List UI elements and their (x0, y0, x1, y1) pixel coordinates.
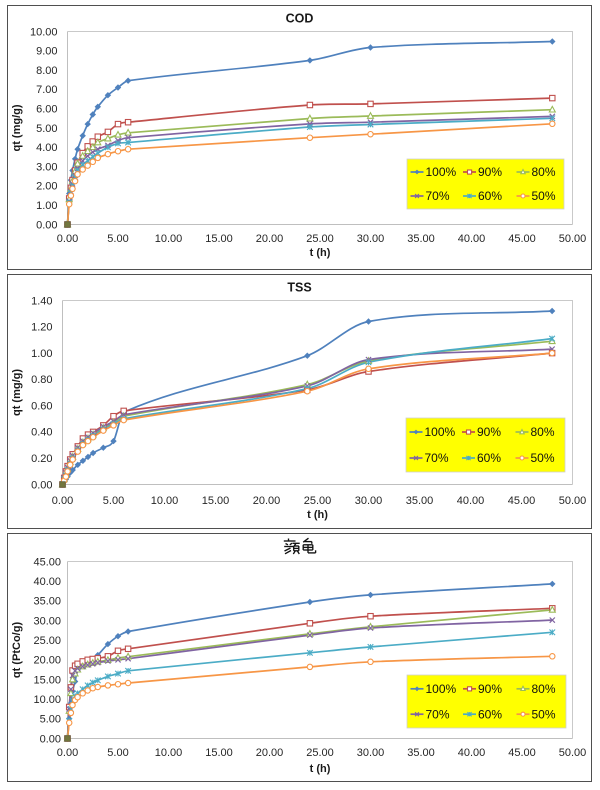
svg-text:10.00: 10.00 (151, 495, 179, 507)
svg-text:30.00: 30.00 (355, 495, 383, 507)
svg-text:10.00: 10.00 (155, 233, 183, 245)
svg-text:40.00: 40.00 (457, 495, 485, 507)
svg-text:5.00: 5.00 (103, 495, 124, 507)
svg-text:80%: 80% (532, 682, 556, 696)
svg-text:60%: 60% (478, 707, 502, 721)
svg-text:45.00: 45.00 (508, 233, 536, 245)
svg-text:15.00: 15.00 (33, 674, 61, 686)
svg-text:30.00: 30.00 (357, 233, 385, 245)
svg-text:40.00: 40.00 (458, 233, 486, 245)
svg-text:10.00: 10.00 (155, 747, 183, 759)
svg-text:45.00: 45.00 (33, 556, 61, 568)
svg-text:7.00: 7.00 (36, 84, 57, 96)
svg-text:qt (mg/g): qt (mg/g) (11, 369, 23, 416)
svg-text:0.40: 0.40 (31, 427, 52, 439)
svg-text:25.00: 25.00 (304, 495, 332, 507)
svg-text:50.00: 50.00 (559, 747, 587, 759)
svg-text:0.60: 0.60 (31, 400, 52, 412)
svg-text:TSS: TSS (287, 281, 311, 295)
svg-text:0.20: 0.20 (31, 453, 52, 465)
svg-text:25.00: 25.00 (306, 233, 334, 245)
svg-text:35.00: 35.00 (407, 747, 435, 759)
svg-text:1.20: 1.20 (31, 322, 52, 334)
svg-text:15.00: 15.00 (202, 495, 230, 507)
svg-text:10.00: 10.00 (33, 694, 61, 706)
svg-text:45.00: 45.00 (508, 747, 536, 759)
svg-text:0.00: 0.00 (57, 747, 78, 759)
svg-text:50.00: 50.00 (559, 495, 587, 507)
svg-text:60%: 60% (478, 189, 502, 203)
svg-text:2.00: 2.00 (36, 181, 57, 193)
svg-text:0.80: 0.80 (31, 374, 52, 386)
svg-text:70%: 70% (425, 451, 449, 465)
svg-text:25.00: 25.00 (306, 747, 334, 759)
svg-text:5.00: 5.00 (107, 747, 128, 759)
svg-text:t (h): t (h) (310, 763, 331, 775)
svg-text:50.00: 50.00 (559, 233, 587, 245)
svg-text:80%: 80% (532, 165, 556, 179)
svg-text:1.00: 1.00 (31, 348, 52, 360)
svg-text:10.00: 10.00 (30, 26, 58, 38)
svg-text:45.00: 45.00 (508, 495, 536, 507)
svg-text:0.00: 0.00 (52, 495, 73, 507)
svg-text:9.00: 9.00 (36, 46, 57, 58)
svg-text:50%: 50% (532, 189, 556, 203)
svg-text:20.00: 20.00 (253, 495, 281, 507)
svg-text:60%: 60% (477, 451, 501, 465)
svg-text:1.40: 1.40 (31, 295, 52, 307)
svg-text:50%: 50% (532, 707, 556, 721)
svg-text:0.00: 0.00 (36, 219, 57, 231)
svg-text:0.00: 0.00 (31, 479, 52, 491)
svg-text:6.00: 6.00 (36, 104, 57, 116)
svg-text:40.00: 40.00 (33, 576, 61, 588)
svg-text:5.00: 5.00 (36, 123, 57, 135)
svg-text:100%: 100% (425, 425, 456, 439)
svg-text:t (h): t (h) (307, 509, 328, 521)
svg-text:35.00: 35.00 (406, 495, 434, 507)
svg-text:100%: 100% (426, 682, 457, 696)
svg-text:80%: 80% (531, 425, 555, 439)
svg-text:qt (mg/g): qt (mg/g) (11, 104, 23, 151)
svg-text:50%: 50% (531, 451, 555, 465)
svg-text:qt (PtCo/g): qt (PtCo/g) (11, 622, 23, 679)
svg-text:3.00: 3.00 (36, 161, 57, 173)
svg-text:35.00: 35.00 (407, 233, 435, 245)
svg-text:4.00: 4.00 (36, 142, 57, 154)
svg-text:90%: 90% (478, 165, 502, 179)
svg-text:30.00: 30.00 (33, 615, 61, 627)
svg-text:70%: 70% (426, 189, 450, 203)
svg-text:5.00: 5.00 (40, 714, 61, 726)
svg-text:25.00: 25.00 (33, 635, 61, 647)
svg-text:100%: 100% (426, 165, 457, 179)
svg-text:15.00: 15.00 (205, 233, 233, 245)
svg-text:15.00: 15.00 (205, 747, 233, 759)
svg-text:8.00: 8.00 (36, 65, 57, 77)
svg-text:90%: 90% (477, 425, 501, 439)
svg-text:20.00: 20.00 (33, 655, 61, 667)
svg-text:30.00: 30.00 (357, 747, 385, 759)
svg-text:40.00: 40.00 (458, 747, 486, 759)
svg-text:20.00: 20.00 (256, 747, 284, 759)
svg-text:1.00: 1.00 (36, 200, 57, 212)
svg-text:5.00: 5.00 (107, 233, 128, 245)
svg-text:90%: 90% (478, 682, 502, 696)
svg-text:0.00: 0.00 (57, 233, 78, 245)
svg-text:0.00: 0.00 (40, 733, 61, 745)
svg-text:70%: 70% (426, 707, 450, 721)
svg-text:COD: COD (286, 12, 314, 26)
svg-text:20.00: 20.00 (256, 233, 284, 245)
svg-text:35.00: 35.00 (33, 596, 61, 608)
svg-text:t (h): t (h) (310, 247, 331, 259)
